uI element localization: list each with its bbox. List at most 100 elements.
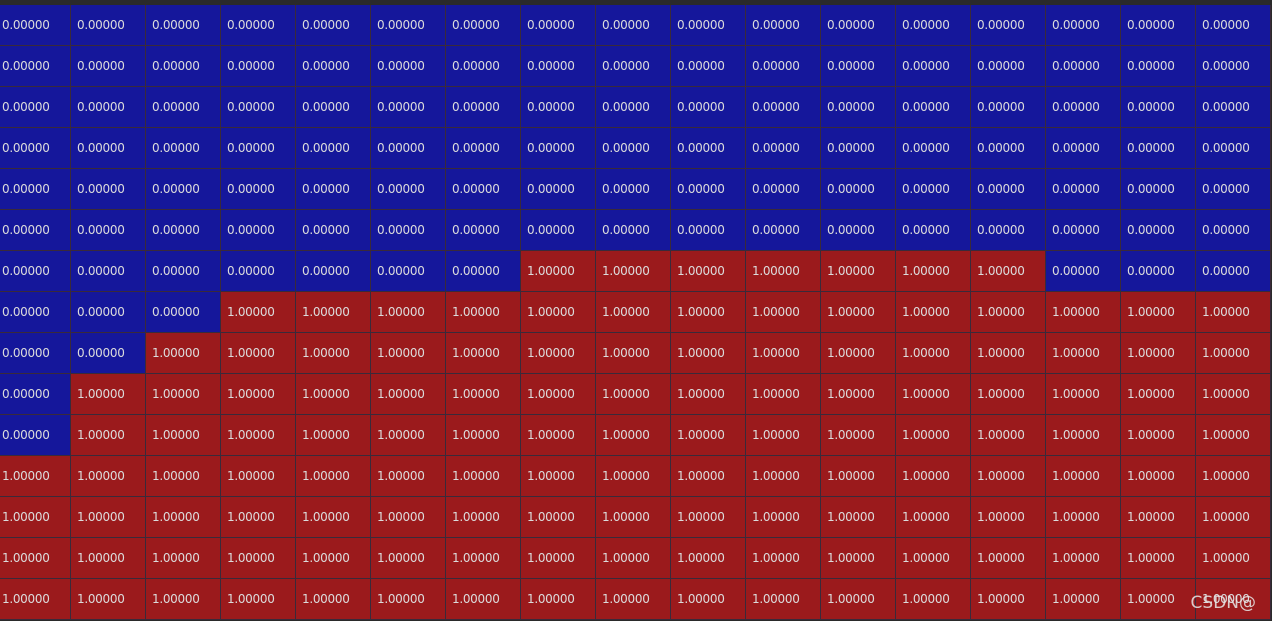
grid-cell: 0.00000 [371, 87, 446, 128]
grid-cell: 0.00000 [71, 292, 146, 333]
grid-cell: 1.00000 [371, 579, 446, 620]
grid-cell: 0.00000 [896, 46, 971, 87]
grid-cell: 0.00000 [1046, 251, 1121, 292]
grid-cell: 1.00000 [1196, 292, 1271, 333]
grid-cell: 0.00000 [821, 87, 896, 128]
grid-cell: 1.00000 [371, 497, 446, 538]
grid-cell: 0.00000 [1046, 87, 1121, 128]
grid-cell: 0.00000 [371, 128, 446, 169]
grid-cell: 1.00000 [521, 333, 596, 374]
grid-cell: 0.00000 [371, 5, 446, 46]
grid-cell: 0.00000 [971, 87, 1046, 128]
grid-cell: 0.00000 [1046, 128, 1121, 169]
grid-cell: 1.00000 [746, 456, 821, 497]
grid-cell: 0.00000 [1196, 128, 1271, 169]
grid-cell: 0.00000 [296, 5, 371, 46]
grid-cell: 1.00000 [671, 292, 746, 333]
grid-cell: 0.00000 [746, 128, 821, 169]
grid-cell: 1.00000 [221, 333, 296, 374]
grid-cell: 1.00000 [1121, 579, 1196, 620]
grid-cell: 0.00000 [1121, 46, 1196, 87]
grid-cell: 1.00000 [1046, 374, 1121, 415]
grid-cell: 1.00000 [371, 538, 446, 579]
grid-cell: 0.00000 [1046, 46, 1121, 87]
grid-cell: 1.00000 [671, 579, 746, 620]
grid-cell: 0.00000 [146, 169, 221, 210]
grid-cell: 1.00000 [971, 292, 1046, 333]
grid-cell: 0.00000 [296, 87, 371, 128]
grid-cell: 1.00000 [971, 251, 1046, 292]
grid-cell: 1.00000 [296, 538, 371, 579]
grid-cell: 0.00000 [221, 169, 296, 210]
grid-cell: 1.00000 [296, 415, 371, 456]
grid-cell: 0.00000 [71, 169, 146, 210]
grid-cell: 1.00000 [971, 456, 1046, 497]
grid-cell: 1.00000 [71, 497, 146, 538]
grid-cell: 0.00000 [446, 5, 521, 46]
grid-cell: 0.00000 [221, 128, 296, 169]
grid-cell: 1.00000 [71, 415, 146, 456]
grid-cell: 1.00000 [596, 415, 671, 456]
grid-cell: 0.00000 [446, 210, 521, 251]
grid-cell: 1.00000 [146, 538, 221, 579]
grid-cell: 0.00000 [671, 5, 746, 46]
grid-cell: 0.00000 [296, 210, 371, 251]
grid-cell: 1.00000 [446, 579, 521, 620]
grid-cell: 0.00000 [146, 128, 221, 169]
grid-cell: 0.00000 [296, 251, 371, 292]
grid-cell: 0.00000 [0, 374, 71, 415]
grid-cell: 0.00000 [146, 210, 221, 251]
grid-cell: 0.00000 [1121, 5, 1196, 46]
grid-cell: 0.00000 [971, 128, 1046, 169]
grid-cell: 1.00000 [596, 497, 671, 538]
grid-cell: 0.00000 [596, 210, 671, 251]
grid-cell: 0.00000 [521, 87, 596, 128]
grid-cell: 1.00000 [296, 292, 371, 333]
grid-cell: 0.00000 [221, 210, 296, 251]
grid-cell: 0.00000 [0, 333, 71, 374]
grid-cell: 0.00000 [746, 169, 821, 210]
grid-cell: 0.00000 [146, 46, 221, 87]
grid-cell: 0.00000 [296, 128, 371, 169]
grid-cell: 1.00000 [896, 251, 971, 292]
grid-cell: 1.00000 [821, 251, 896, 292]
grid-cell: 0.00000 [896, 5, 971, 46]
grid-cell: 0.00000 [971, 46, 1046, 87]
grid-cell: 1.00000 [596, 579, 671, 620]
grid-cell: 0.00000 [0, 128, 71, 169]
grid-cell: 0.00000 [371, 210, 446, 251]
grid-cell: 0.00000 [0, 292, 71, 333]
grid-cell: 1.00000 [896, 538, 971, 579]
grid-cell: 0.00000 [1046, 5, 1121, 46]
grid-cell: 1.00000 [1046, 292, 1121, 333]
grid-cell: 0.00000 [746, 5, 821, 46]
grid-cell: 1.00000 [446, 456, 521, 497]
grid-cell: 0.00000 [821, 210, 896, 251]
grid-cell: 1.00000 [896, 292, 971, 333]
grid-cell: 0.00000 [596, 87, 671, 128]
grid-cell: 1.00000 [146, 333, 221, 374]
grid-cell: 0.00000 [821, 169, 896, 210]
grid-cell: 1.00000 [1046, 456, 1121, 497]
grid-cell: 1.00000 [1196, 333, 1271, 374]
grid-cell: 0.00000 [146, 5, 221, 46]
grid-cell: 1.00000 [821, 292, 896, 333]
grid-cell: 0.00000 [1046, 210, 1121, 251]
grid-cell: 0.00000 [971, 169, 1046, 210]
grid-cell: 1.00000 [821, 579, 896, 620]
grid-cell: 0.00000 [71, 333, 146, 374]
grid-cell: 1.00000 [896, 579, 971, 620]
grid-cell: 0.00000 [671, 210, 746, 251]
grid-cell: 0.00000 [221, 87, 296, 128]
grid-cell: 1.00000 [146, 374, 221, 415]
grid-cell: 1.00000 [446, 538, 521, 579]
grid-cell: 0.00000 [671, 169, 746, 210]
grid-cell: 1.00000 [521, 579, 596, 620]
grid-cell: 1.00000 [671, 538, 746, 579]
grid-cell: 1.00000 [71, 579, 146, 620]
grid-cell: 0.00000 [1121, 251, 1196, 292]
grid-cell: 1.00000 [671, 497, 746, 538]
grid-cell: 0.00000 [746, 210, 821, 251]
grid-cell: 0.00000 [296, 46, 371, 87]
